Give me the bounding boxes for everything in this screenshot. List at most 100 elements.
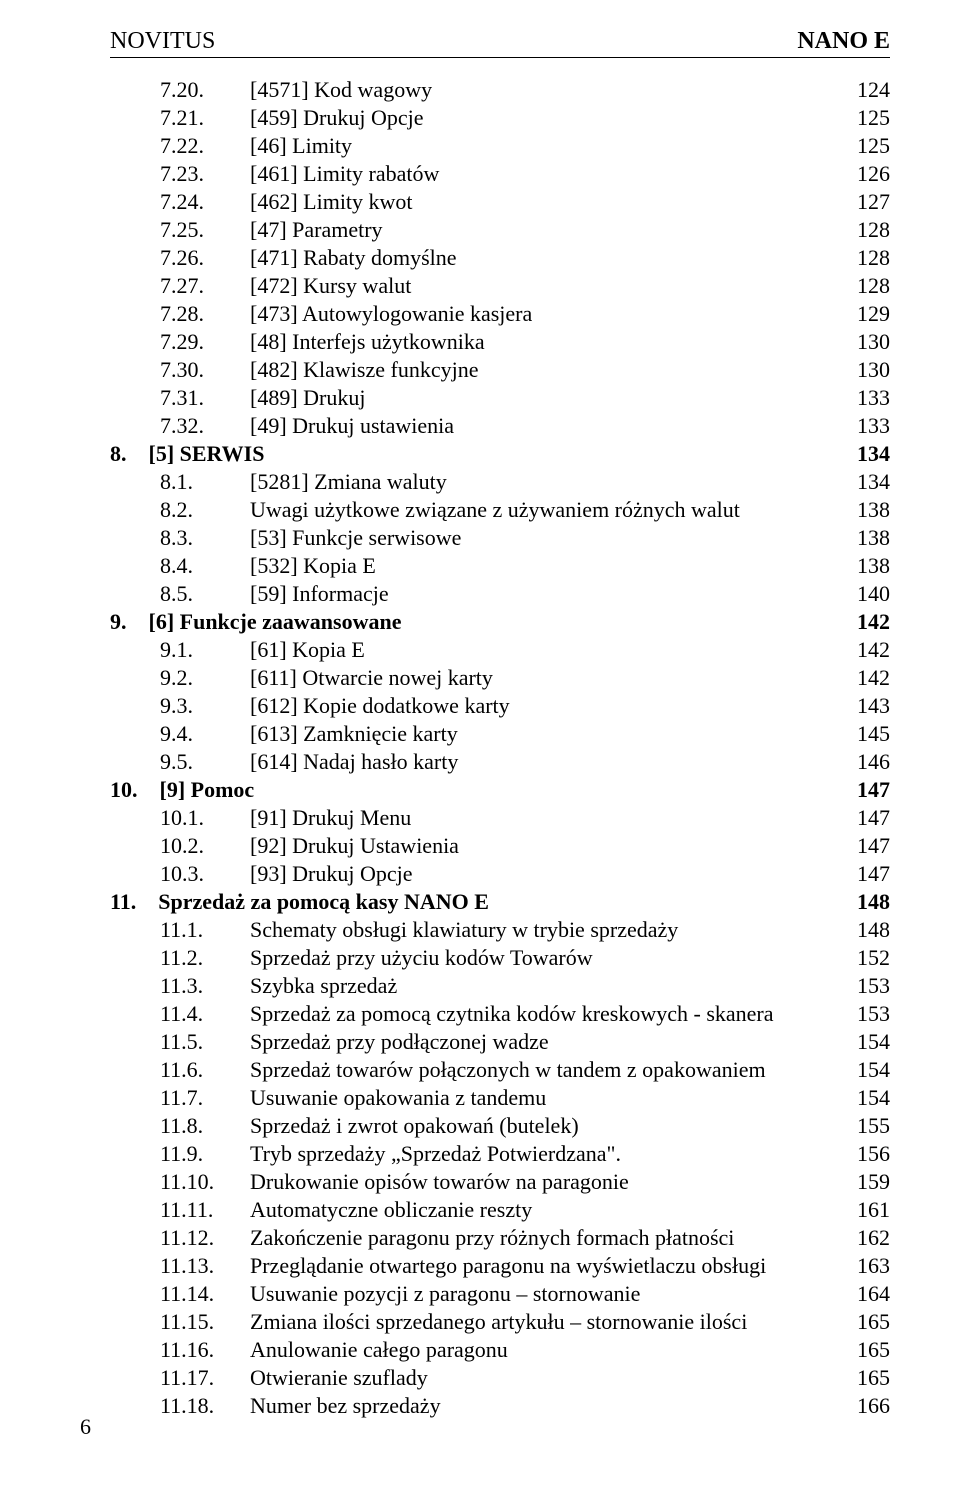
toc-entry: 9.1.[61] Kopia E 142 bbox=[110, 636, 890, 664]
toc-entry-page: 163 bbox=[857, 1252, 890, 1280]
toc-entry-number: 8.1. bbox=[160, 468, 250, 496]
toc-entry-label: Sprzedaż za pomocą kasy NANO E bbox=[158, 888, 489, 916]
toc-entry-number: 11.15. bbox=[160, 1308, 250, 1336]
toc-entry-page: 164 bbox=[857, 1280, 890, 1308]
toc-entry: 7.29.[48] Interfejs użytkownika130 bbox=[110, 328, 890, 356]
toc-entry-label: Drukowanie opisów towarów na paragonie bbox=[250, 1168, 629, 1196]
toc-entry-label: [61] Kopia E bbox=[250, 636, 365, 664]
toc-entry-page: 147 bbox=[857, 832, 890, 860]
toc-entry: 9. [6] Funkcje zaawansowane 142 bbox=[110, 608, 890, 636]
toc-entry: 9.4.[613] Zamknięcie karty145 bbox=[110, 720, 890, 748]
toc-entry: 11.10.Drukowanie opisów towarów na parag… bbox=[110, 1168, 890, 1196]
toc-entry-number: 11.17. bbox=[160, 1364, 250, 1392]
toc-entry-label: Anulowanie całego paragonu bbox=[250, 1336, 508, 1364]
toc-entry-page: 133 bbox=[857, 384, 890, 412]
toc-entry-page: 152 bbox=[857, 944, 890, 972]
toc-entry-number: 7.28. bbox=[160, 300, 250, 328]
table-of-contents: 7.20.[4571] Kod wagowy1247.21.[459] Druk… bbox=[110, 76, 890, 1420]
toc-entry: 11.1.Schematy obsługi klawiatury w trybi… bbox=[110, 916, 890, 944]
toc-entry: 7.24.[462] Limity kwot127 bbox=[110, 188, 890, 216]
toc-entry-page: 166 bbox=[857, 1392, 890, 1420]
toc-entry: 11.18.Numer bez sprzedaży166 bbox=[110, 1392, 890, 1420]
toc-entry-label: [48] Interfejs użytkownika bbox=[250, 328, 485, 356]
toc-entry-page: 138 bbox=[857, 496, 890, 524]
toc-entry-number: 9.1. bbox=[160, 636, 250, 664]
toc-entry-label: Uwagi użytkowe związane z używaniem różn… bbox=[250, 496, 740, 524]
toc-entry-number: 11.1. bbox=[160, 916, 250, 944]
toc-entry-label: Sprzedaż za pomocą czytnika kodów kresko… bbox=[250, 1000, 774, 1028]
toc-entry-number: 7.24. bbox=[160, 188, 250, 216]
toc-entry-page: 128 bbox=[857, 272, 890, 300]
toc-entry-number: 9.4. bbox=[160, 720, 250, 748]
toc-entry-page: 126 bbox=[857, 160, 890, 188]
toc-entry-number: 8.2. bbox=[160, 496, 250, 524]
toc-entry-page: 138 bbox=[857, 524, 890, 552]
toc-entry-label: [462] Limity kwot bbox=[250, 188, 413, 216]
toc-entry: 9.5.[614] Nadaj hasło karty146 bbox=[110, 748, 890, 776]
toc-entry-page: 130 bbox=[857, 328, 890, 356]
toc-entry-label: [5281] Zmiana waluty bbox=[250, 468, 447, 496]
toc-entry-number: 10.1. bbox=[160, 804, 250, 832]
toc-entry-label: [49] Drukuj ustawienia bbox=[250, 412, 454, 440]
toc-entry: 8.2.Uwagi użytkowe związane z używaniem … bbox=[110, 496, 890, 524]
toc-entry: 7.32.[49] Drukuj ustawienia133 bbox=[110, 412, 890, 440]
toc-entry: 11.9.Tryb sprzedaży „Sprzedaż Potwierdza… bbox=[110, 1140, 890, 1168]
toc-entry-label: [92] Drukuj Ustawienia bbox=[250, 832, 459, 860]
toc-entry-number: 11.7. bbox=[160, 1084, 250, 1112]
toc-entry-label: [473] Autowylogowanie kasjera bbox=[250, 300, 532, 328]
toc-entry-number: 8.4. bbox=[160, 552, 250, 580]
toc-entry-label: [46] Limity bbox=[250, 132, 352, 160]
toc-entry-page: 133 bbox=[857, 412, 890, 440]
toc-entry: 10. [9] Pomoc 147 bbox=[110, 776, 890, 804]
toc-entry-label: [461] Limity rabatów bbox=[250, 160, 439, 188]
toc-entry-number: 10. bbox=[110, 776, 138, 804]
toc-entry-page: 125 bbox=[857, 132, 890, 160]
toc-entry: 7.31.[489] Drukuj133 bbox=[110, 384, 890, 412]
header-left: NOVITUS bbox=[110, 28, 215, 55]
toc-entry-page: 142 bbox=[857, 636, 890, 664]
toc-entry: 11.3.Szybka sprzedaż153 bbox=[110, 972, 890, 1000]
toc-entry-label: [612] Kopie dodatkowe karty bbox=[250, 692, 510, 720]
toc-entry-label: [489] Drukuj bbox=[250, 384, 365, 412]
toc-entry-label: [471] Rabaty domyślne bbox=[250, 244, 457, 272]
toc-entry: 8.3.[53] Funkcje serwisowe138 bbox=[110, 524, 890, 552]
toc-entry-number: 7.20. bbox=[160, 76, 250, 104]
toc-entry-number: 9.5. bbox=[160, 748, 250, 776]
toc-entry-page: 147 bbox=[857, 804, 890, 832]
toc-entry-page: 154 bbox=[857, 1056, 890, 1084]
toc-entry-page: 162 bbox=[857, 1224, 890, 1252]
toc-entry-number: 11.13. bbox=[160, 1252, 250, 1280]
toc-entry: 8. [5] SERWIS 134 bbox=[110, 440, 890, 468]
toc-entry-number: 10.2. bbox=[160, 832, 250, 860]
toc-entry-page: 125 bbox=[857, 104, 890, 132]
toc-entry: 7.20.[4571] Kod wagowy124 bbox=[110, 76, 890, 104]
toc-entry: 9.3.[612] Kopie dodatkowe karty 143 bbox=[110, 692, 890, 720]
toc-entry-number: 9.3. bbox=[160, 692, 250, 720]
toc-entry-page: 153 bbox=[857, 1000, 890, 1028]
page-header: NOVITUS NANO E bbox=[110, 28, 890, 58]
toc-entry-label: [5] SERWIS bbox=[149, 440, 265, 468]
toc-entry-number: 7.21. bbox=[160, 104, 250, 132]
toc-entry-number: 11.11. bbox=[160, 1196, 250, 1224]
toc-entry: 7.30.[482] Klawisze funkcyjne130 bbox=[110, 356, 890, 384]
document-page: NOVITUS NANO E 7.20.[4571] Kod wagowy124… bbox=[0, 0, 960, 1460]
toc-entry-page: 165 bbox=[857, 1364, 890, 1392]
toc-entry-label: Automatyczne obliczanie reszty bbox=[250, 1196, 532, 1224]
toc-entry-number: 11.5. bbox=[160, 1028, 250, 1056]
toc-entry: 8.1.[5281] Zmiana waluty134 bbox=[110, 468, 890, 496]
toc-entry-label: Zakończenie paragonu przy różnych formac… bbox=[250, 1224, 734, 1252]
toc-entry-label: Sprzedaż przy podłączonej wadze bbox=[250, 1028, 549, 1056]
toc-entry-page: 147 bbox=[857, 776, 890, 804]
toc-entry-number: 11.12. bbox=[160, 1224, 250, 1252]
toc-entry-page: 154 bbox=[857, 1084, 890, 1112]
toc-entry-page: 145 bbox=[857, 720, 890, 748]
toc-entry-number: 7.26. bbox=[160, 244, 250, 272]
toc-entry-number: 11.6. bbox=[160, 1056, 250, 1084]
toc-entry: 11.8.Sprzedaż i zwrot opakowań (butelek)… bbox=[110, 1112, 890, 1140]
toc-entry-page: 138 bbox=[857, 552, 890, 580]
toc-entry-label: Szybka sprzedaż bbox=[250, 972, 397, 1000]
toc-entry: 11.4.Sprzedaż za pomocą czytnika kodów k… bbox=[110, 1000, 890, 1028]
toc-entry-number: 10.3. bbox=[160, 860, 250, 888]
toc-entry-page: 159 bbox=[857, 1168, 890, 1196]
toc-entry-page: 143 bbox=[857, 692, 890, 720]
